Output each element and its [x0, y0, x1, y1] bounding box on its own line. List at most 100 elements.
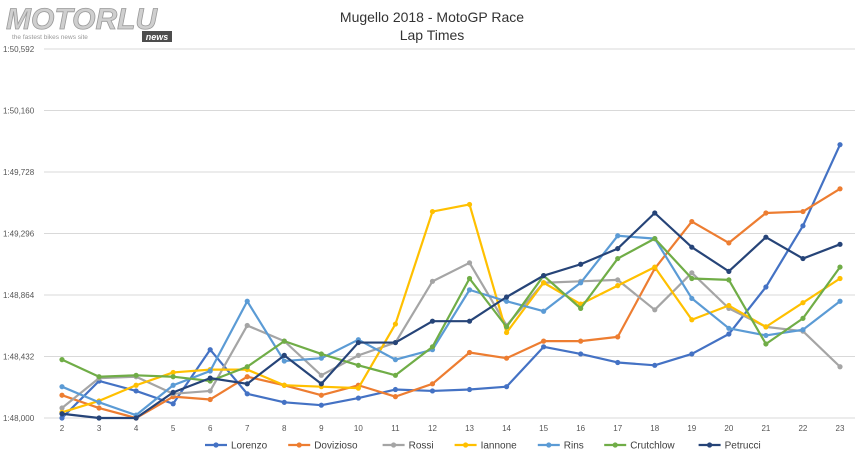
logo-tagline: the fastest bikes news site [12, 34, 88, 41]
x-tick-label: 6 [208, 424, 213, 433]
x-tick-label: 20 [724, 424, 733, 433]
point-crutchlow [59, 357, 65, 363]
point-rossi [59, 405, 65, 411]
point-crutchlow [503, 324, 510, 330]
point-crutchlow [837, 264, 843, 270]
x-tick-label: 16 [576, 424, 585, 433]
point-petrucci [837, 241, 843, 247]
logo-badge-box [142, 31, 172, 42]
point-petrucci [800, 255, 806, 262]
series-lines [59, 142, 843, 421]
point-petrucci [726, 268, 732, 274]
point-iannone [429, 208, 436, 215]
point-iannone [392, 321, 399, 327]
point-lorenzo [800, 223, 806, 229]
point-iannone [837, 275, 843, 282]
legend-label-rossi: Rossi [409, 441, 434, 452]
x-tick-label: 8 [282, 424, 287, 433]
point-crutchlow [466, 275, 473, 282]
point-rossi [837, 364, 843, 370]
x-tick-label: 10 [354, 424, 363, 433]
point-lorenzo [578, 351, 584, 357]
point-rossi [466, 260, 473, 266]
point-crutchlow [281, 338, 287, 344]
point-lorenzo [541, 344, 547, 350]
series-lorenzo [59, 142, 843, 421]
legend: Lorenzo Dovizioso Rossi Iannone Rins Crutchlo… [205, 441, 761, 452]
x-tick-label: 7 [245, 424, 250, 433]
point-rins [578, 280, 584, 286]
point-petrucci [96, 415, 102, 421]
point-lorenzo [170, 401, 176, 407]
point-iannone [170, 369, 176, 376]
point-iannone [503, 329, 510, 336]
x-tick-label: 21 [761, 424, 770, 433]
point-crutchlow [318, 351, 324, 357]
x-tick-label: 12 [428, 424, 437, 433]
point-lorenzo [355, 395, 361, 401]
point-lorenzo [318, 402, 324, 408]
point-rins [689, 295, 695, 302]
point-dovizioso [800, 208, 806, 215]
point-dovizioso [429, 381, 436, 387]
point-crutchlow [615, 255, 621, 262]
point-petrucci [318, 381, 324, 387]
point-dovizioso [726, 240, 732, 246]
legend-label-dovizioso: Dovizioso [314, 441, 358, 452]
point-rins [207, 368, 213, 374]
point-rins [541, 308, 547, 314]
point-rins [244, 298, 250, 304]
point-rossi [615, 277, 621, 283]
legend-label-iannone: Iannone [481, 441, 518, 452]
point-crutchlow [96, 374, 102, 380]
point-petrucci [652, 210, 658, 216]
point-lorenzo [207, 347, 213, 353]
point-petrucci [355, 339, 361, 346]
point-rins [59, 384, 65, 390]
x-axis-ticks: 2 3 4 5 6 7 8 9 10 11 12 13 14 15 16 17 18 19 20 21 22 23 [60, 424, 845, 433]
line-lorenzo [61, 144, 842, 419]
legend-marker-petrucci [707, 442, 713, 448]
point-crutchlow [133, 372, 139, 378]
point-petrucci [429, 318, 436, 324]
point-dovizioso [615, 334, 621, 340]
point-dovizioso [207, 396, 213, 403]
point-crutchlow [652, 236, 658, 242]
legend-marker-iannone [463, 442, 469, 448]
point-rossi [355, 352, 361, 358]
x-tick-label: 15 [539, 424, 548, 433]
point-rins [170, 382, 176, 388]
point-rins [837, 298, 843, 304]
point-iannone [689, 317, 695, 323]
x-tick-label: 3 [97, 424, 102, 433]
y-tick-label: 1:49,728 [3, 168, 35, 177]
point-rins [800, 327, 806, 333]
line-rossi [61, 261, 841, 409]
legend-marker-lorenzo [213, 442, 219, 448]
point-rins [503, 298, 510, 304]
point-iannone [800, 300, 806, 306]
line-crutchlow [61, 237, 841, 383]
point-crutchlow [578, 305, 584, 311]
point-rossi [207, 388, 213, 394]
point-petrucci [541, 273, 547, 279]
y-tick-label: 1:50,592 [3, 45, 35, 54]
point-iannone [652, 264, 658, 270]
legend-marker-dovizioso [296, 442, 302, 448]
point-lorenzo [615, 359, 621, 366]
point-petrucci [207, 375, 213, 381]
point-rins [318, 355, 324, 361]
y-tick-label: 1:48,000 [3, 414, 35, 423]
point-crutchlow [355, 362, 361, 368]
motorlu-logo: MOTORLU the fastest bikes news site news [6, 3, 172, 42]
point-iannone [726, 302, 732, 309]
point-iannone [615, 283, 621, 289]
point-lorenzo [652, 362, 658, 368]
line-iannone [61, 203, 841, 414]
point-dovizioso [392, 394, 399, 400]
point-lorenzo [466, 386, 473, 393]
x-tick-label: 14 [502, 424, 511, 433]
point-lorenzo [281, 399, 287, 405]
point-petrucci [466, 318, 473, 324]
